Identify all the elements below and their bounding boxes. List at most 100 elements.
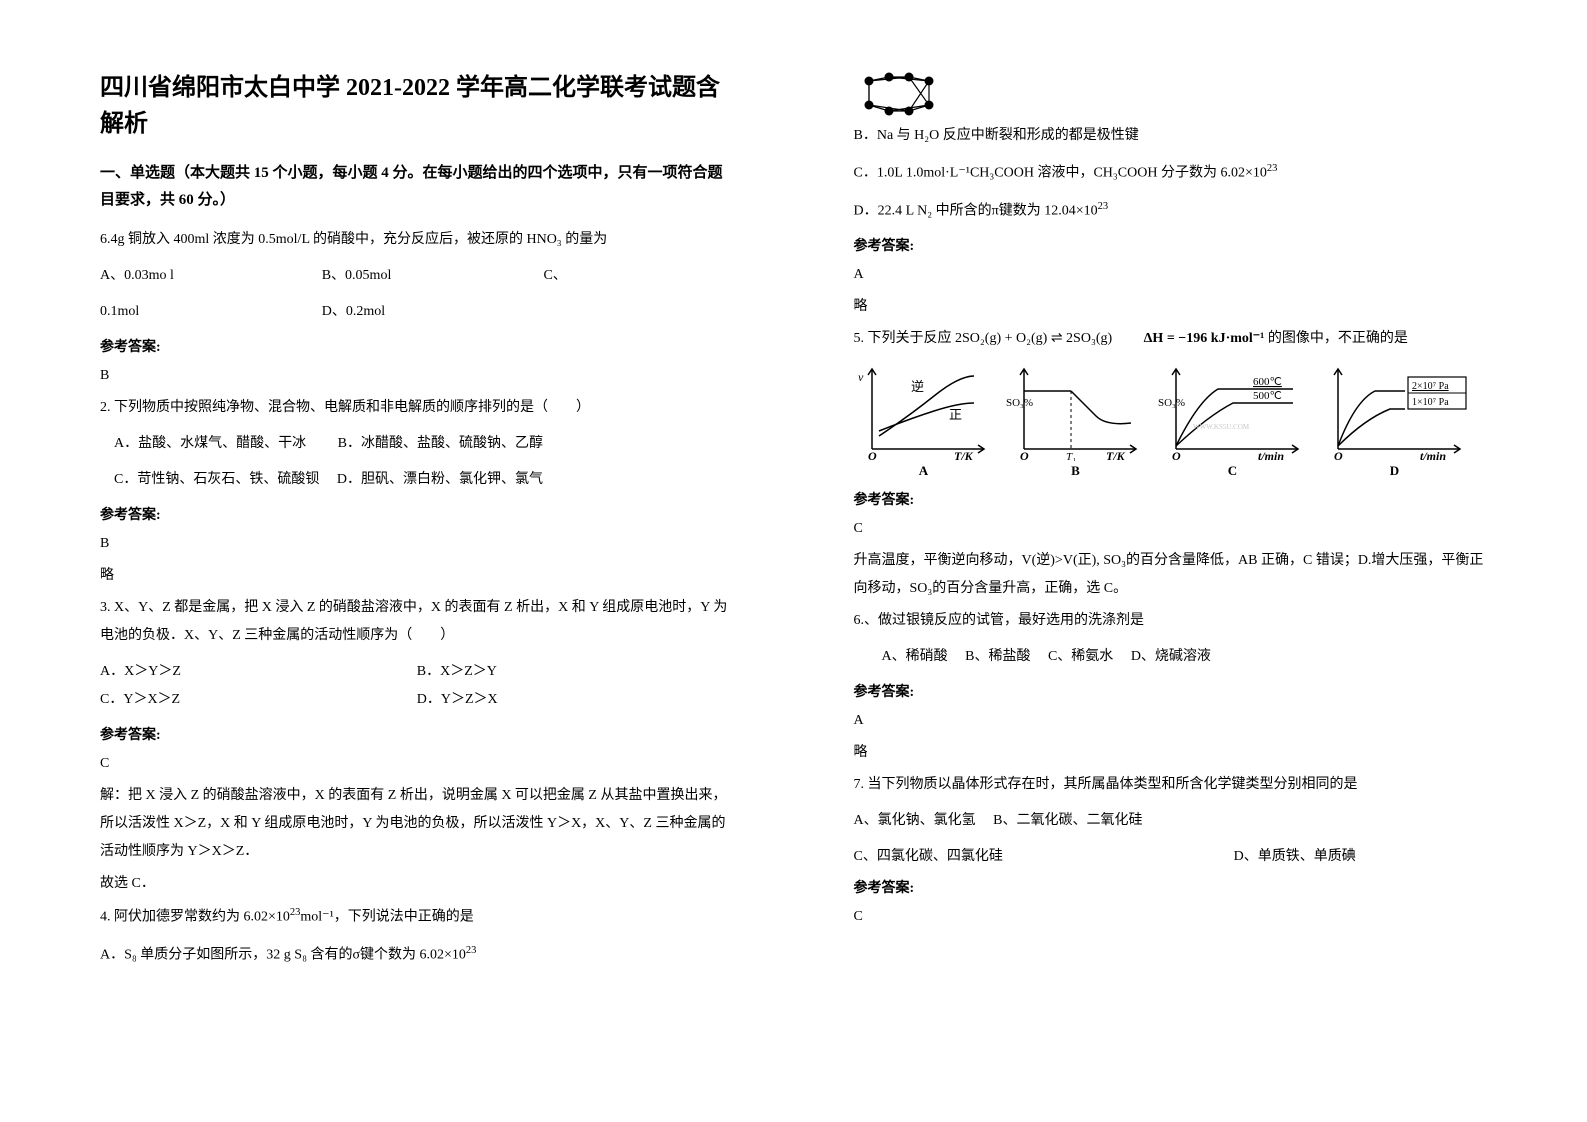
q4-optA-sup: 23 <box>466 945 477 956</box>
chart-C-l2: 500℃ <box>1253 390 1282 402</box>
q1-ans: B <box>100 362 734 390</box>
q3-optC: C．Y＞X＞Z <box>100 686 417 714</box>
q3-opts-row2: C．Y＞X＞Z D．Y＞Z＞X <box>100 686 734 714</box>
svg-text:O: O <box>1172 449 1181 461</box>
q4-optC-pre: C．1.0L 1.0mol·L⁻¹CH₃COOH 溶液中，CH₃COOH 分子数… <box>854 166 1267 181</box>
chart-A: v 逆 正 O T/K A <box>854 361 994 479</box>
q7-ans-label: 参考答案: <box>854 875 1488 903</box>
q4-ans-label: 参考答案: <box>854 233 1488 261</box>
q4-stem: 4. 阿伏加德罗常数约为 6.02×1023mol⁻¹，下列说法中正确的是 <box>100 902 734 932</box>
q3-optA: A．X＞Y＞Z <box>100 658 417 686</box>
chart-C-wm: WWW.KS5U.COM <box>1193 423 1250 431</box>
chart-C-xlabel: t/min <box>1258 449 1284 461</box>
q5-stem: 5. 下列关于反应 2SO₂(g) + O₂(g) ⇌ 2SO₃(g) ΔH =… <box>854 325 1488 353</box>
svg-text:O: O <box>868 449 877 461</box>
chart-C-ylabel: SO₃% <box>1158 397 1185 409</box>
q7-optB: B、二氧化碳、二氧化硅 <box>993 813 1142 828</box>
q2-stem: 2. 下列物质中按照纯净物、混合物、电解质和非电解质的顺序排列的是（ ） <box>100 394 734 422</box>
q3-ans: C <box>100 750 734 778</box>
chart-D-l2: 1×10⁷ Pa <box>1412 397 1449 408</box>
chart-D-xlabel: t/min <box>1420 449 1446 461</box>
q1-optA: A、0.03mo l <box>100 262 322 290</box>
q7-optD: D、单质铁、单质碘 <box>1234 843 1487 871</box>
chart-A-label: A <box>854 463 994 479</box>
q7-stem: 7. 当下列物质以晶体形式存在时，其所属晶体类型和所含化学键类型分别相同的是 <box>854 771 1488 799</box>
chart-D-l1: 2×10⁷ Pa <box>1412 381 1449 392</box>
q7-optA: A、氯化钠、氯化氢 <box>854 813 976 828</box>
q1-opt-row2a: 0.1mol <box>100 298 322 326</box>
doc-title: 四川省绵阳市太白中学 2021-2022 学年高二化学联考试题含解析 <box>100 70 734 142</box>
q7-optC: C、四氯化碳、四氯化硅 <box>854 843 1234 871</box>
q7-opts-row1: A、氯化钠、氯化氢 B、二氧化碳、二氧化硅 <box>854 807 1488 835</box>
q2-opts-row2: C．苛性钠、石灰石、铁、硫酸钡 D．胆矾、漂白粉、氯化钾、氯气 <box>100 466 734 494</box>
q1-options-row2: 0.1mol D、0.2mol <box>100 298 734 326</box>
q1-stem: 6.4g 铜放入 400ml 浓度为 0.5mol/L 的硝酸中，充分反应后，被… <box>100 226 734 254</box>
q4-optC-sup: 23 <box>1267 163 1278 174</box>
q3-opts-row1: A．X＞Y＞Z B．X＞Z＞Y <box>100 658 734 686</box>
q4-optD: D．22.4 L N₂ 中所含的π键数为 12.04×1023 <box>854 196 1488 226</box>
q1-optC: C、 <box>543 262 733 290</box>
section-1-heading: 一、单选题（本大题共 15 个小题，每小题 4 分。在每小题给出的四个选项中，只… <box>100 160 734 214</box>
q5-charts: v 逆 正 O T/K A SO₃% O T₁ T/K B <box>854 361 1488 479</box>
q3-optB: B．X＞Z＞Y <box>417 658 734 686</box>
svg-text:v: v <box>858 370 864 384</box>
chart-B-T1: T₁ <box>1066 451 1076 461</box>
q2-ans: B <box>100 530 734 558</box>
q4-optD-pre: D．22.4 L N₂ 中所含的π键数为 12.04×10 <box>854 203 1098 218</box>
svg-text:O: O <box>1334 449 1343 461</box>
q2-optC: C．苛性钠、石灰石、铁、硫酸钡 <box>114 472 319 487</box>
q7-opts-row2: C、四氯化碳、四氯化硅 D、单质铁、单质碘 <box>854 843 1488 871</box>
s8-svg <box>854 70 934 118</box>
q6-optD: D、烧碱溶液 <box>1131 649 1211 664</box>
s8-figure <box>854 70 934 118</box>
q5-ans: C <box>854 515 1488 543</box>
q3-optD: D．Y＞Z＞X <box>417 686 734 714</box>
chart-A-xlabel: T/K <box>954 449 974 461</box>
q7-ans: C <box>854 903 1488 931</box>
q2-ans-label: 参考答案: <box>100 502 734 530</box>
q6-ans: A <box>854 707 1488 735</box>
chart-A-yright: 正 <box>949 407 962 422</box>
q6-optB: B、稀盐酸 <box>965 649 1030 664</box>
q2-note: 略 <box>100 562 734 590</box>
q6-optA: A、稀硝酸 <box>882 649 948 664</box>
q2-optA: A．盐酸、水煤气、醋酸、干冰 <box>114 436 306 451</box>
q6-stem: 6.、做过银镜反应的试管，最好选用的洗涤剂是 <box>854 607 1488 635</box>
q3-expl1: 解：把 X 浸入 Z 的硝酸盐溶液中，X 的表面有 Z 析出，说明金属 X 可以… <box>100 782 734 866</box>
page-left: 四川省绵阳市太白中学 2021-2022 学年高二化学联考试题含解析 一、单选题… <box>0 0 794 1122</box>
chart-D-label: D <box>1320 463 1470 479</box>
chart-C: SO₃% 600℃ 500℃ WWW.KS5U.COM O t/min C <box>1158 361 1308 479</box>
q6-ans-label: 参考答案: <box>854 679 1488 707</box>
chart-B-xlabel: T/K <box>1106 449 1126 461</box>
q4-optC: C．1.0L 1.0mol·L⁻¹CH₃COOH 溶液中，CH₃COOH 分子数… <box>854 158 1488 188</box>
q6-note: 略 <box>854 739 1488 767</box>
q5-expl: 升高温度，平衡逆向移动，V(逆)>V(正), SO₃的百分含量降低，AB 正确，… <box>854 547 1488 603</box>
q3-ans-label: 参考答案: <box>100 722 734 750</box>
q4-note: 略 <box>854 293 1488 321</box>
chart-C-label: C <box>1158 463 1308 479</box>
q3-expl2: 故选 C． <box>100 870 734 898</box>
chart-A-yleft: 逆 <box>911 379 924 394</box>
q5-eq: 2SO₂(g) + O₂(g) ⇌ 2SO₃(g) <box>955 331 1112 346</box>
q4-ans: A <box>854 261 1488 289</box>
q6-opts: A、稀硝酸 B、稀盐酸 C、稀氨水 D、烧碱溶液 <box>854 643 1488 671</box>
q5-stem-post: 的图像中，不正确的是 <box>1268 331 1408 346</box>
q2-optB: B．冰醋酸、盐酸、硫酸钠、乙醇 <box>338 436 543 451</box>
q1-ans-label: 参考答案: <box>100 334 734 362</box>
q1-optB: B、0.05mol <box>322 262 544 290</box>
svg-text:O: O <box>1020 449 1029 461</box>
q2-opts-row1: A．盐酸、水煤气、醋酸、干冰 B．冰醋酸、盐酸、硫酸钠、乙醇 <box>100 430 734 458</box>
q3-stem: 3. X、Y、Z 都是金属，把 X 浸入 Z 的硝酸盐溶液中，X 的表面有 Z … <box>100 594 734 650</box>
q4-stem-post: mol⁻¹，下列说法中正确的是 <box>300 910 473 925</box>
chart-B: SO₃% O T₁ T/K B <box>1006 361 1146 479</box>
q5-stem-pre: 5. 下列关于反应 <box>854 331 952 346</box>
q4-optB: B．Na 与 H₂O 反应中断裂和形成的都是极性键 <box>854 122 1488 150</box>
q4-optD-sup: 23 <box>1098 201 1109 212</box>
chart-C-l1: 600℃ <box>1253 376 1282 388</box>
page-right: B．Na 与 H₂O 反应中断裂和形成的都是极性键 C．1.0L 1.0mol·… <box>794 0 1587 1122</box>
q1-options-row1: A、0.03mo l B、0.05mol C、 <box>100 262 734 290</box>
q4-stem-pre: 4. 阿伏加德罗常数约为 6.02×10 <box>100 910 290 925</box>
chart-D: 2×10⁷ Pa 1×10⁷ Pa O t/min D <box>1320 361 1470 479</box>
q2-optD: D．胆矾、漂白粉、氯化钾、氯气 <box>337 472 543 487</box>
q4-stem-sup: 23 <box>290 907 301 918</box>
